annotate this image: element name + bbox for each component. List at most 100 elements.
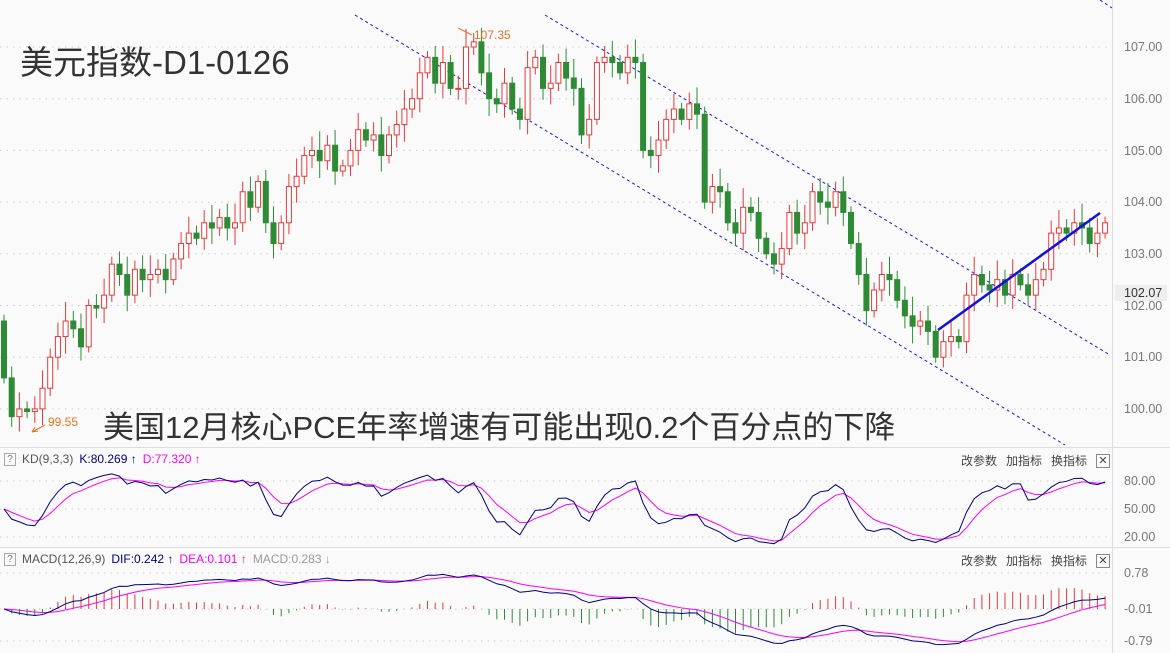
candle-down — [1002, 279, 1008, 296]
candle-up — [1048, 232, 1055, 270]
candle-down — [617, 62, 623, 74]
candle-up — [555, 62, 562, 84]
high-annotation: 107.35 — [474, 28, 511, 42]
candle-up — [339, 165, 346, 172]
macd-tick: 0.78 — [1124, 566, 1149, 580]
candle-up — [655, 139, 662, 157]
candle-up — [948, 336, 955, 343]
candle-up — [1032, 279, 1039, 296]
candle-up — [547, 82, 554, 89]
kd-d-value: D:77.320 ↑ — [143, 452, 201, 466]
candle-down — [717, 186, 724, 193]
candle-down — [863, 273, 870, 312]
candle-down — [855, 242, 862, 275]
candle-down — [540, 56, 546, 89]
candle-up — [455, 87, 462, 90]
channel-line-extra — [1099, 0, 1113, 9]
candle-down — [124, 273, 131, 296]
candle-up — [416, 72, 423, 100]
current-price-label: 102.07 — [1115, 285, 1167, 301]
candle-up — [386, 134, 392, 157]
candle-up — [878, 273, 885, 291]
candle-up — [524, 67, 531, 120]
candle-up — [786, 211, 793, 250]
candle-up — [501, 82, 508, 105]
candle-up — [801, 222, 808, 234]
candle-up — [147, 273, 154, 281]
help-button[interactable]: ? — [4, 452, 16, 466]
candle-up — [401, 108, 408, 126]
candle-up — [178, 242, 185, 260]
arrow-down-icon: ↓ — [324, 552, 331, 566]
candle-down — [162, 268, 169, 281]
kd-k-value: K:80.269 ↑ — [79, 452, 136, 466]
candle-down — [8, 377, 15, 418]
candle-up — [686, 103, 693, 120]
candle-down — [732, 222, 739, 234]
candle-down — [570, 77, 577, 89]
chart-subtitle: 美国12月核心PCE年率增速有可能出现0.2个百分点的下降 — [103, 410, 896, 445]
low-arrow-icon — [31, 424, 46, 433]
candle-up — [131, 268, 138, 296]
candle-down — [894, 279, 901, 301]
chart-title: 美元指数-D1-0126 — [20, 44, 290, 81]
candle-up — [370, 134, 377, 141]
candle-down — [509, 82, 516, 110]
close-icon[interactable]: ✕ — [1096, 553, 1110, 568]
candle-up — [324, 144, 331, 162]
candle-down — [447, 62, 454, 89]
price-tick: 106.00 — [1124, 92, 1163, 106]
candle-up — [108, 263, 115, 296]
candle-down — [886, 273, 893, 281]
candle-down — [678, 108, 685, 120]
candle-down — [817, 191, 824, 203]
kd-toolbar: 改参数 加指标 换指标 ✕ — [961, 452, 1110, 469]
candle-up — [309, 149, 315, 157]
arrow-up-icon: ↑ — [167, 552, 174, 566]
close-icon[interactable]: ✕ — [1096, 453, 1110, 468]
kd-label: KD(9,3,3) — [22, 452, 74, 466]
edit-params-button[interactable]: 改参数 — [960, 554, 997, 568]
candle-up — [155, 268, 161, 275]
candle-down — [1086, 227, 1093, 244]
candle-up — [963, 294, 970, 343]
add-indicator-button[interactable]: 加指标 — [1005, 554, 1042, 568]
candle-up — [832, 191, 839, 208]
macd-toolbar: 改参数 加指标 换指标 ✕ — [961, 552, 1110, 569]
macd-hist-value: MACD:0.283 ↓ — [253, 552, 331, 566]
kd-tick: 20.00 — [1124, 530, 1156, 544]
macd-dif-value: DIF:0.242 ↑ — [111, 552, 173, 566]
price-tick: 102.00 — [1124, 299, 1163, 313]
candle-up — [601, 56, 608, 64]
candle-up — [201, 222, 208, 239]
candle-down — [840, 191, 847, 213]
swap-indicator-button[interactable]: 换指标 — [1050, 554, 1087, 568]
candle-down — [193, 232, 200, 239]
candle-up — [624, 56, 631, 74]
candle-down — [78, 328, 84, 348]
candle-down — [640, 62, 647, 151]
candle-down — [909, 315, 916, 327]
candle-up — [586, 118, 593, 136]
candle-up — [1071, 222, 1078, 234]
edit-params-button[interactable]: 改参数 — [960, 454, 997, 468]
add-indicator-button[interactable]: 加指标 — [1005, 454, 1042, 468]
high-arrow-icon — [457, 27, 473, 36]
candle-down — [563, 62, 570, 79]
candle-down — [724, 191, 731, 224]
candle-down — [478, 41, 485, 74]
candle-down — [609, 56, 616, 64]
candle-down — [763, 237, 770, 255]
price-tick: 103.00 — [1124, 247, 1163, 261]
candle-up — [255, 180, 262, 208]
swap-indicator-button[interactable]: 换指标 — [1050, 454, 1087, 468]
help-button[interactable]: ? — [4, 552, 16, 566]
candle-down — [901, 299, 908, 317]
kd-k-line — [3, 473, 1106, 545]
candle-up — [16, 408, 23, 418]
candle-up — [740, 206, 747, 234]
candle-up — [463, 46, 469, 89]
candle-up — [1040, 268, 1047, 281]
candle-down — [224, 217, 231, 229]
